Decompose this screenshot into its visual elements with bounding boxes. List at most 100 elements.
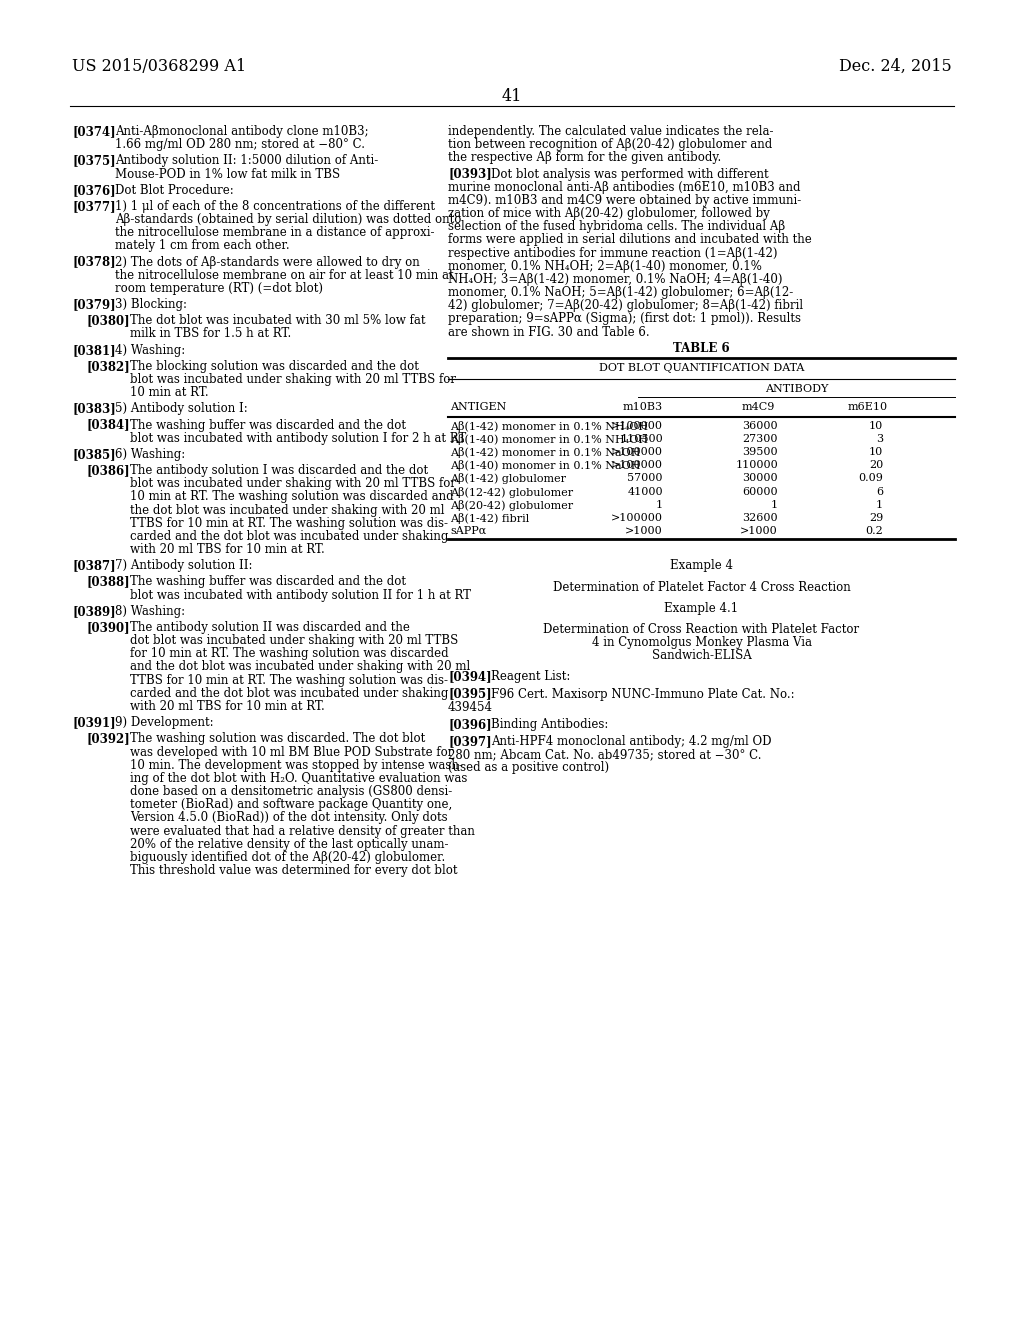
Text: The washing solution was discarded. The dot blot: The washing solution was discarded. The …: [130, 733, 425, 746]
Text: ANTIGEN: ANTIGEN: [450, 401, 507, 412]
Text: [0380]: [0380]: [87, 314, 131, 327]
Text: 27300: 27300: [742, 434, 778, 444]
Text: Sandwich-ELISA: Sandwich-ELISA: [651, 649, 752, 663]
Text: ANTIBODY: ANTIBODY: [765, 384, 828, 393]
Text: Version 4.5.0 (BioRad)) of the dot intensity. Only dots: Version 4.5.0 (BioRad)) of the dot inten…: [130, 812, 447, 825]
Text: monomer, 0.1% NaOH; 5=Aβ(1-42) globulomer; 6=Aβ(12-: monomer, 0.1% NaOH; 5=Aβ(1-42) globulome…: [449, 286, 794, 300]
Text: [0387]: [0387]: [72, 560, 116, 573]
Text: The washing buffer was discarded and the dot: The washing buffer was discarded and the…: [130, 576, 406, 589]
Text: 20% of the relative density of the last optically unam-: 20% of the relative density of the last …: [130, 838, 449, 851]
Text: >100000: >100000: [611, 447, 663, 457]
Text: F96 Cert. Maxisorp NUNC-Immuno Plate Cat. No.:: F96 Cert. Maxisorp NUNC-Immuno Plate Cat…: [490, 688, 795, 701]
Text: 60000: 60000: [742, 487, 778, 496]
Text: murine monoclonal anti-Aβ antibodies (m6E10, m10B3 and: murine monoclonal anti-Aβ antibodies (m6…: [449, 181, 801, 194]
Text: Binding Antibodies:: Binding Antibodies:: [490, 718, 608, 731]
Text: 3) Blocking:: 3) Blocking:: [115, 298, 187, 312]
Text: [0378]: [0378]: [72, 256, 116, 268]
Text: The washing buffer was discarded and the dot: The washing buffer was discarded and the…: [130, 418, 406, 432]
Text: [0377]: [0377]: [72, 199, 116, 213]
Text: blot was incubated under shaking with 20 ml TTBS for: blot was incubated under shaking with 20…: [130, 374, 456, 385]
Text: [0389]: [0389]: [72, 605, 116, 618]
Text: with 20 ml TBS for 10 min at RT.: with 20 ml TBS for 10 min at RT.: [130, 700, 325, 713]
Text: [0381]: [0381]: [72, 343, 116, 356]
Text: [0382]: [0382]: [87, 360, 131, 372]
Text: Dec. 24, 2015: Dec. 24, 2015: [840, 58, 952, 75]
Text: >100000: >100000: [611, 421, 663, 430]
Text: The blocking solution was discarded and the dot: The blocking solution was discarded and …: [130, 360, 419, 372]
Text: Aβ(1-42) monomer in 0.1% NH₄OH: Aβ(1-42) monomer in 0.1% NH₄OH: [450, 421, 648, 432]
Text: [0393]: [0393]: [449, 168, 492, 181]
Text: 5) Antibody solution I:: 5) Antibody solution I:: [115, 403, 248, 416]
Text: carded and the dot blot was incubated under shaking: carded and the dot blot was incubated un…: [130, 686, 449, 700]
Text: 1: 1: [656, 500, 663, 510]
Text: [0383]: [0383]: [72, 403, 116, 416]
Text: [0386]: [0386]: [87, 465, 131, 477]
Text: 1: 1: [876, 500, 883, 510]
Text: Aβ(1-42) globulomer: Aβ(1-42) globulomer: [450, 474, 566, 484]
Text: [0396]: [0396]: [449, 718, 492, 731]
Text: The antibody solution I was discarded and the dot: The antibody solution I was discarded an…: [130, 465, 428, 477]
Text: 57000: 57000: [628, 474, 663, 483]
Text: forms were applied in serial dilutions and incubated with the: forms were applied in serial dilutions a…: [449, 234, 812, 247]
Text: the respective Aβ form for the given antibody.: the respective Aβ form for the given ant…: [449, 152, 721, 165]
Text: 439454: 439454: [449, 701, 493, 714]
Text: TTBS for 10 min at RT. The washing solution was dis-: TTBS for 10 min at RT. The washing solut…: [130, 673, 449, 686]
Text: monomer, 0.1% NH₄OH; 2=Aβ(1-40) monomer, 0.1%: monomer, 0.1% NH₄OH; 2=Aβ(1-40) monomer,…: [449, 260, 762, 273]
Text: Determination of Platelet Factor 4 Cross Reaction: Determination of Platelet Factor 4 Cross…: [553, 581, 850, 594]
Text: are shown in FIG. 30 and Table 6.: are shown in FIG. 30 and Table 6.: [449, 326, 649, 339]
Text: was developed with 10 ml BM Blue POD Substrate for: was developed with 10 ml BM Blue POD Sub…: [130, 746, 454, 759]
Text: m10B3: m10B3: [623, 401, 664, 412]
Text: [0374]: [0374]: [72, 125, 116, 139]
Text: 41000: 41000: [628, 487, 663, 496]
Text: m4C9: m4C9: [741, 401, 775, 412]
Text: blot was incubated with antibody solution II for 1 h at RT: blot was incubated with antibody solutio…: [130, 589, 471, 602]
Text: The antibody solution II was discarded and the: The antibody solution II was discarded a…: [130, 620, 410, 634]
Text: for 10 min at RT. The washing solution was discarded: for 10 min at RT. The washing solution w…: [130, 647, 449, 660]
Text: the dot blot was incubated under shaking with 20 ml: the dot blot was incubated under shaking…: [130, 503, 444, 516]
Text: 4 in Cynomolgus Monkey Plasma Via: 4 in Cynomolgus Monkey Plasma Via: [592, 636, 811, 649]
Text: 7) Antibody solution II:: 7) Antibody solution II:: [115, 560, 253, 573]
Text: 110000: 110000: [735, 461, 778, 470]
Text: Dot blot analysis was performed with different: Dot blot analysis was performed with dif…: [490, 168, 769, 181]
Text: tion between recognition of Aβ(20-42) globulomer and: tion between recognition of Aβ(20-42) gl…: [449, 139, 772, 152]
Text: Aβ(20-42) globulomer: Aβ(20-42) globulomer: [450, 500, 573, 511]
Text: 1.66 mg/ml OD 280 nm; stored at −80° C.: 1.66 mg/ml OD 280 nm; stored at −80° C.: [115, 139, 365, 152]
Text: [0379]: [0379]: [72, 298, 116, 312]
Text: ing of the dot blot with H₂O. Quantitative evaluation was: ing of the dot blot with H₂O. Quantitati…: [130, 772, 467, 785]
Text: [0385]: [0385]: [72, 447, 116, 461]
Text: 10: 10: [868, 421, 883, 430]
Text: 10 min at RT.: 10 min at RT.: [130, 387, 209, 399]
Text: 1: 1: [771, 500, 778, 510]
Text: TTBS for 10 min at RT. The washing solution was dis-: TTBS for 10 min at RT. The washing solut…: [130, 516, 449, 529]
Text: [0384]: [0384]: [87, 418, 131, 432]
Text: were evaluated that had a relative density of greater than: were evaluated that had a relative densi…: [130, 825, 475, 838]
Text: [0394]: [0394]: [449, 671, 492, 684]
Text: [0392]: [0392]: [87, 733, 131, 746]
Text: Mouse-POD in 1% low fat milk in TBS: Mouse-POD in 1% low fat milk in TBS: [115, 168, 340, 181]
Text: >100000: >100000: [611, 461, 663, 470]
Text: preparation; 9=sAPPα (Sigma); (first dot: 1 pmol)). Results: preparation; 9=sAPPα (Sigma); (first dot…: [449, 313, 801, 326]
Text: and the dot blot was incubated under shaking with 20 ml: and the dot blot was incubated under sha…: [130, 660, 470, 673]
Text: the nitrocellulose membrane in a distance of approxi-: the nitrocellulose membrane in a distanc…: [115, 226, 434, 239]
Text: selection of the fused hybridoma cells. The individual Aβ: selection of the fused hybridoma cells. …: [449, 220, 785, 234]
Text: Example 4.1: Example 4.1: [665, 602, 738, 615]
Text: 4) Washing:: 4) Washing:: [115, 343, 185, 356]
Text: 280 nm; Abcam Cat. No. ab49735; stored at −30° C.: 280 nm; Abcam Cat. No. ab49735; stored a…: [449, 748, 762, 762]
Text: mately 1 cm from each other.: mately 1 cm from each other.: [115, 239, 290, 252]
Text: Determination of Cross Reaction with Platelet Factor: Determination of Cross Reaction with Pla…: [544, 623, 859, 636]
Text: milk in TBS for 1.5 h at RT.: milk in TBS for 1.5 h at RT.: [130, 327, 291, 341]
Text: 6) Washing:: 6) Washing:: [115, 447, 185, 461]
Text: >1000: >1000: [626, 527, 663, 536]
Text: This threshold value was determined for every dot blot: This threshold value was determined for …: [130, 865, 458, 876]
Text: Aβ(1-42) fibril: Aβ(1-42) fibril: [450, 513, 529, 524]
Text: 10 min. The development was stopped by intense wash-: 10 min. The development was stopped by i…: [130, 759, 463, 772]
Text: independently. The calculated value indicates the rela-: independently. The calculated value indi…: [449, 125, 773, 139]
Text: 0.2: 0.2: [865, 527, 883, 536]
Text: biguously identified dot of the Aβ(20-42) globulomer.: biguously identified dot of the Aβ(20-42…: [130, 851, 445, 863]
Text: >1000: >1000: [740, 527, 778, 536]
Text: done based on a densitometric analysis (GS800 densi-: done based on a densitometric analysis (…: [130, 785, 453, 799]
Text: [0375]: [0375]: [72, 154, 116, 168]
Text: m4C9). m10B3 and m4C9 were obtained by active immuni-: m4C9). m10B3 and m4C9 were obtained by a…: [449, 194, 801, 207]
Text: DOT BLOT QUANTIFICATION DATA: DOT BLOT QUANTIFICATION DATA: [599, 363, 804, 374]
Text: 2) The dots of Aβ-standards were allowed to dry on: 2) The dots of Aβ-standards were allowed…: [115, 256, 420, 268]
